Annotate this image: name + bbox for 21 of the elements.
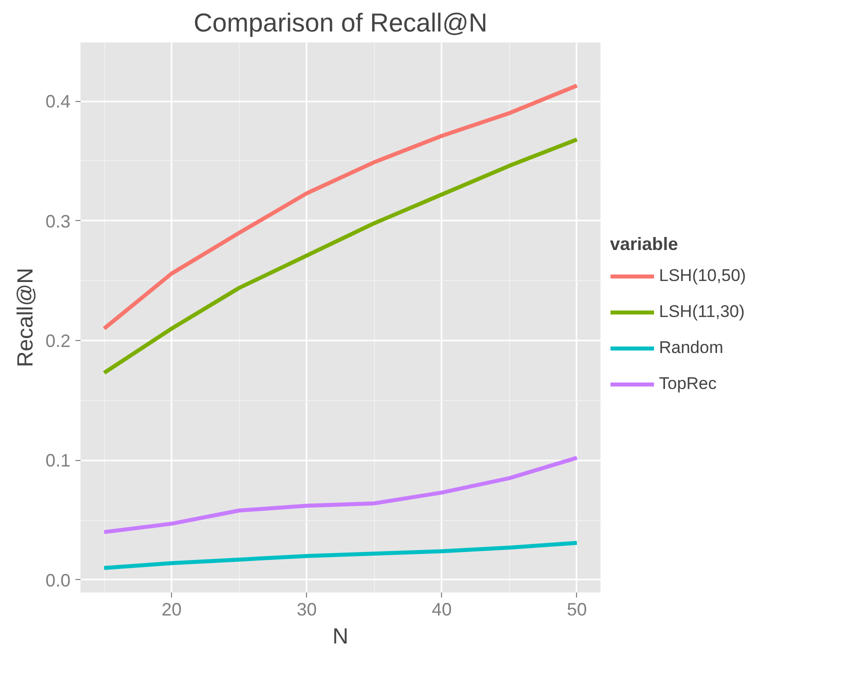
- chart-title: Comparison of Recall@N: [194, 8, 488, 38]
- x-tick-label: 20: [162, 600, 182, 620]
- legend-title: variable: [610, 234, 680, 255]
- y-tick-label: 0.1: [45, 450, 71, 471]
- line-series: [102, 540, 579, 570]
- legend-label: Random: [659, 337, 724, 359]
- y-tick-label: 0.3: [45, 211, 71, 232]
- y-tick-label: 0.0: [45, 570, 71, 590]
- legend-label: LSH(10,50): [659, 265, 746, 287]
- x-tick-label: 40: [432, 600, 452, 620]
- legend-label: LSH(11,30): [659, 301, 745, 323]
- y-tick-label: 0.2: [45, 331, 71, 352]
- x-tick-label: 50: [566, 600, 587, 620]
- x-axis-title: N: [332, 624, 348, 648]
- y-axis-title: Recall@N: [12, 268, 38, 368]
- x-tick-label: 30: [296, 600, 317, 620]
- legend-label: TopRec: [659, 373, 717, 395]
- line-series: [102, 137, 579, 375]
- y-tick-label: 0.4: [45, 92, 71, 112]
- line-series: [102, 84, 579, 331]
- line-series: [102, 456, 579, 534]
